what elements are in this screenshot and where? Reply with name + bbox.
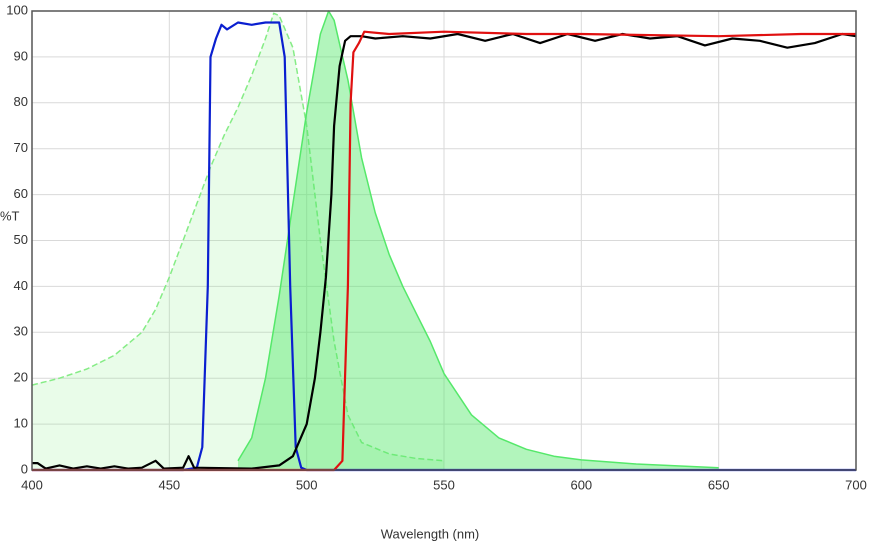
y-tick-label: 100 <box>6 2 28 17</box>
area <box>238 11 719 470</box>
y-tick-label: 0 <box>21 461 28 476</box>
y-axis-label: %T <box>0 208 20 223</box>
x-axis-label: Wavelength (nm) <box>381 526 480 541</box>
line <box>32 30 856 472</box>
x-tick-label: 550 <box>433 477 455 492</box>
x-tick-label: 450 <box>158 477 180 492</box>
line <box>237 10 719 469</box>
y-tick-label: 60 <box>14 186 28 201</box>
y-tick-label: 20 <box>14 370 28 385</box>
line <box>32 32 857 470</box>
y-tick-label: 70 <box>14 140 28 155</box>
y-tick-label: 30 <box>14 324 28 339</box>
area <box>32 13 444 471</box>
x-tick-label: 400 <box>21 477 43 492</box>
x-tick-label: 650 <box>708 477 730 492</box>
y-tick-label: 40 <box>14 278 28 293</box>
x-tick-label: 600 <box>570 477 592 492</box>
y-tick-label: 10 <box>14 416 28 431</box>
y-tick-label: 80 <box>14 94 28 109</box>
x-tick-label: 500 <box>296 477 318 492</box>
y-tick-label: 50 <box>14 232 28 247</box>
y-tick-label: 90 <box>14 48 28 63</box>
x-tick-label: 700 <box>845 477 867 492</box>
plot-frame <box>31 10 857 471</box>
